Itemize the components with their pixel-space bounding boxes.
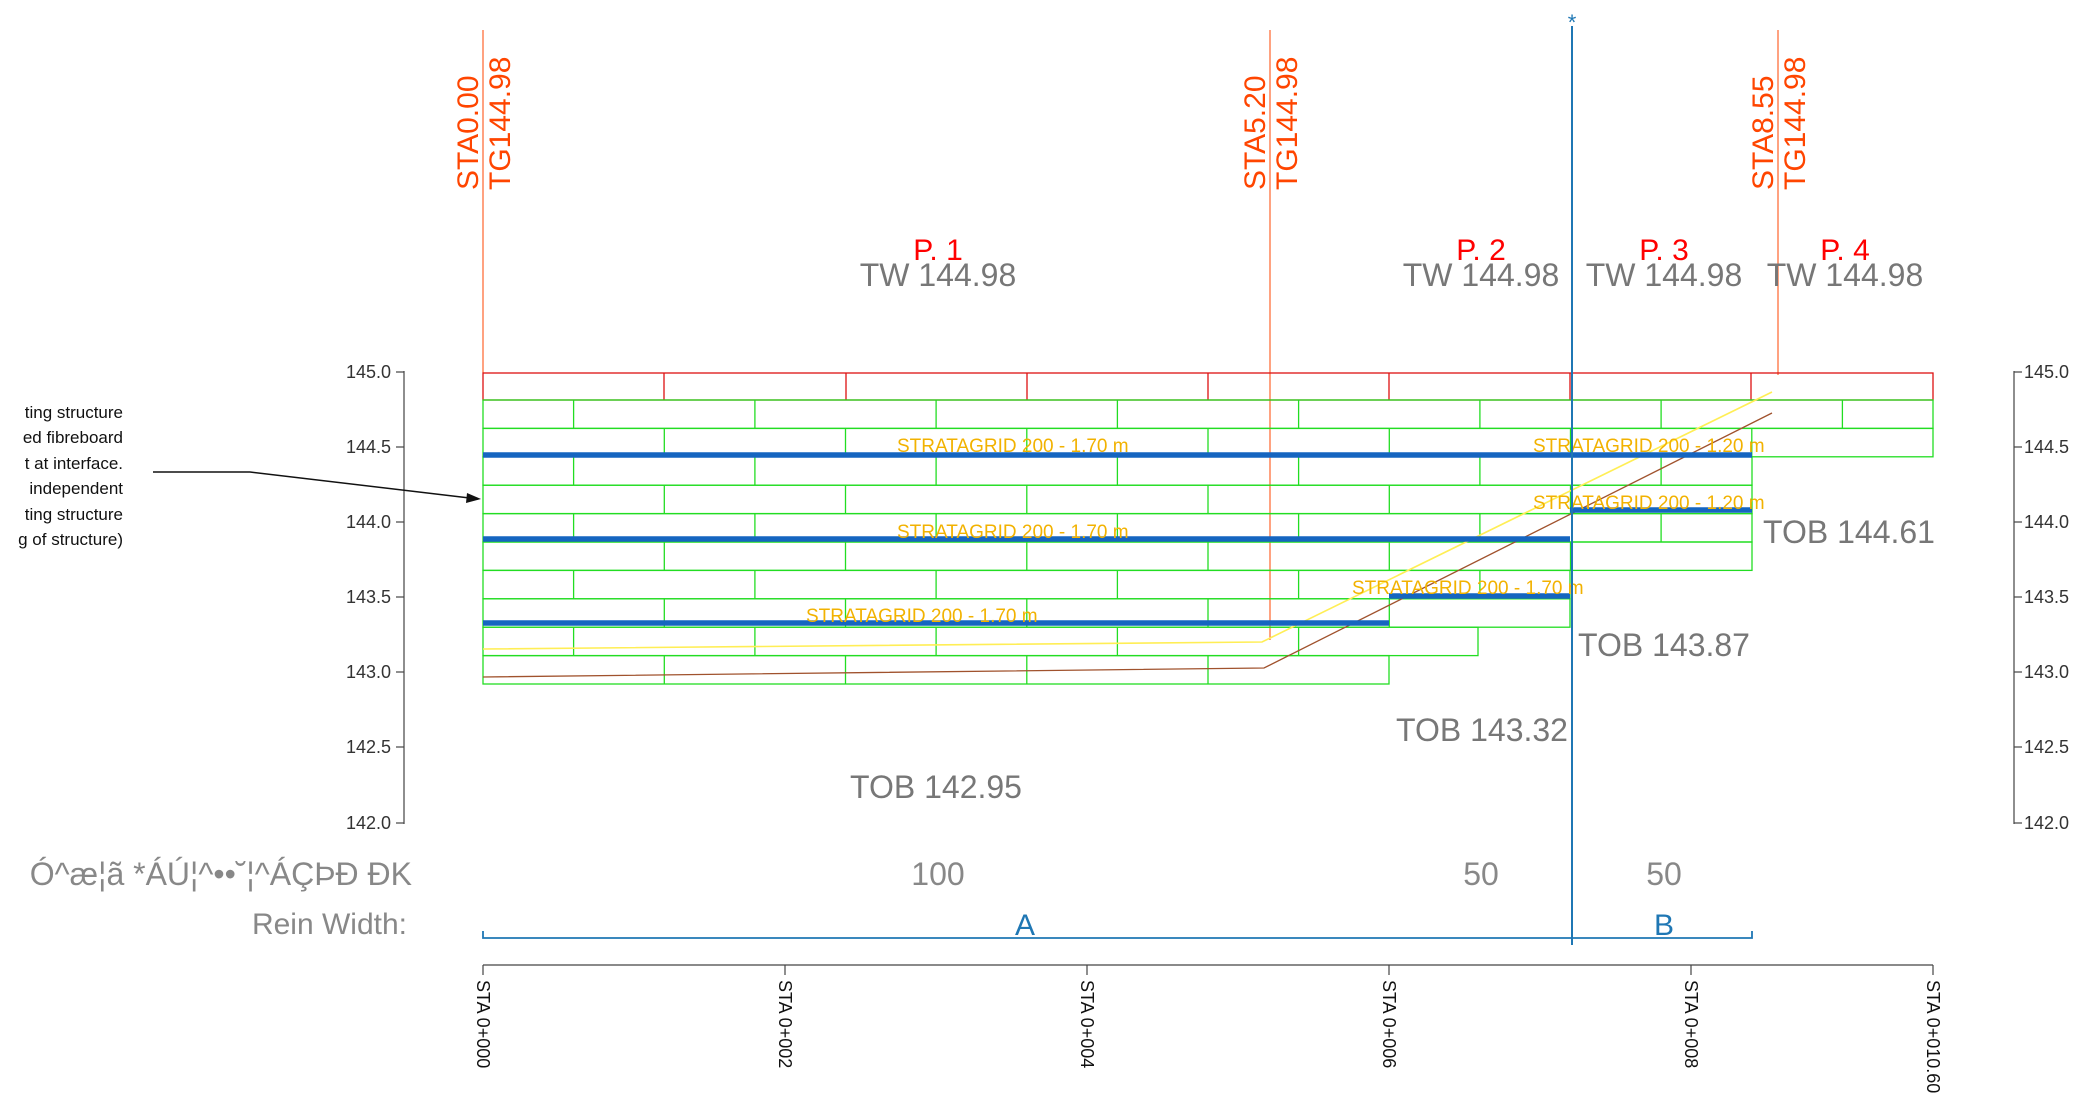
block-course [482,626,1479,657]
block-course [482,399,1934,430]
reference-line: * [1568,10,1577,945]
panel-label: P. 4 [1820,234,1870,267]
station-tg: TG144.98 [1271,57,1304,190]
rein-width-label: Rein Width: [252,908,407,941]
note-line: ting structure [25,505,123,524]
block-courses [482,399,1934,685]
axis-tick-label: 142.5 [346,737,391,757]
axis-tick-label: 143.5 [346,587,391,607]
pressure-value: 50 [1646,856,1682,892]
pressure-row-label: Ó^æ¦ã *ÁÚ¦^••˘¦^ÁÇÞÐ ÐK [30,856,412,892]
axis-tick-label: 144.0 [346,512,391,532]
elevation-axis-right: 145.0 144.5 144.0 143.5 143.0 142.5 142.… [2013,362,2069,833]
axis-tick-label: 143.5 [2024,587,2069,607]
block-course [482,654,1390,685]
axis-tick-label: 143.0 [2024,662,2069,682]
geogrid-label: STRATAGRID 200 - 1.20 m [1533,436,1765,457]
axis-tick-label: 145.0 [346,362,391,382]
rein-zone-label: A [1015,909,1035,942]
geogrid-label: STRATAGRID 200 - 1.70 m [806,606,1038,627]
panel-3: P. 3 TW 144.98 [1586,234,1743,293]
axis-tick-label: 144.0 [2024,512,2069,532]
cap-course [482,372,1934,401]
chainage-label: STA 0+008 [1681,980,1701,1068]
chainage-label: STA 0+004 [1077,980,1097,1068]
chainage-label: STA 0+006 [1379,980,1399,1068]
elevation-axis-left: 145.0 144.5 144.0 143.5 143.0 142.5 142.… [346,362,405,833]
panel-4: P. 4 TW 144.98 [1767,234,1924,293]
tob-label: TOB 143.87 [1578,627,1750,663]
station-sta: STA0.00 [452,75,485,190]
station-marker-1: STA0.00 TG144.98 [452,30,517,375]
note-line: ed fibreboard [23,428,123,447]
axis-tick-label: 145.0 [2024,362,2069,382]
excavation-slope-line [482,391,1773,650]
geogrid-label: STRATAGRID 200 - 1.20 m [1533,493,1765,514]
chainage-label: STA 0+000 [473,980,493,1068]
leader-line [153,471,479,500]
tob-label: TOB 142.95 [850,769,1022,805]
tob-label: TOB 144.61 [1763,514,1935,550]
axis-tick-label: 144.5 [2024,437,2069,457]
leader-arrowhead [466,493,481,503]
note-line: ting structure [25,403,123,422]
panel-1: P. 1 TW 144.98 [860,234,1017,293]
note-line: independent [29,479,123,498]
geogrid-layers [483,452,1752,626]
block-course [482,541,1753,572]
chainage-axis: STA 0+000 STA 0+002 STA 0+004 STA 0+006 … [473,964,1943,1093]
leader-note: ting structure ed fibreboard t at interf… [18,403,481,549]
panel-label: P. 2 [1456,234,1506,267]
rein-zone-label: B [1654,909,1674,942]
panel-tw: TW 144.98 [860,257,1017,293]
rein-width-bracket [482,931,1753,939]
note-line: t at interface. [25,454,123,473]
retained-slope-line [482,412,1773,678]
axis-tick-label: 142.0 [2024,813,2069,833]
rein-width-line [482,931,1753,939]
station-sta: STA8.55 [1747,75,1780,190]
panel-label: P. 1 [913,234,963,267]
panel-tw: TW 144.98 [1767,257,1924,293]
chainage-label: STA 0+010.60 [1923,980,1943,1093]
station-tg: TG144.98 [484,57,517,190]
panel-tw: TW 144.98 [1586,257,1743,293]
pressure-value: 50 [1463,856,1499,892]
station-marker-2: STA5.20 TG144.98 [1239,30,1304,640]
geogrid-label: STRATAGRID 200 - 1.70 m [897,436,1129,457]
axis-tick-label: 144.5 [346,437,391,457]
note-line: g of structure) [18,530,123,549]
axis-tick-label: 143.0 [346,662,391,682]
panel-label: P. 3 [1639,234,1689,267]
axis-tick-label: 142.0 [346,813,391,833]
chainage-label: STA 0+002 [775,980,795,1068]
geogrid-label: STRATAGRID 200 - 1.70 m [897,522,1129,543]
axis-tick-label: 142.5 [2024,737,2069,757]
station-marker-3: STA8.55 TG144.98 [1747,30,1812,375]
reference-marker: * [1568,10,1577,35]
station-tg: TG144.98 [1779,57,1812,190]
geogrid-labels: STRATAGRID 200 - 1.70 m STRATAGRID 200 -… [806,436,1765,627]
tob-label: TOB 143.32 [1396,712,1568,748]
geogrid-label: STRATAGRID 200 - 1.70 m [1352,578,1584,599]
panel-2: P. 2 TW 144.98 [1403,234,1560,293]
pressure-value: 100 [911,856,964,892]
station-sta: STA5.20 [1239,75,1272,190]
panel-tw: TW 144.98 [1403,257,1560,293]
